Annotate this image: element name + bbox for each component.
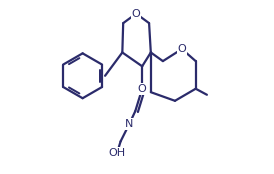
Text: N: N [125,119,133,129]
Text: O: O [138,84,147,94]
Text: OH: OH [109,148,126,158]
Text: O: O [178,44,186,54]
Text: O: O [132,9,141,19]
